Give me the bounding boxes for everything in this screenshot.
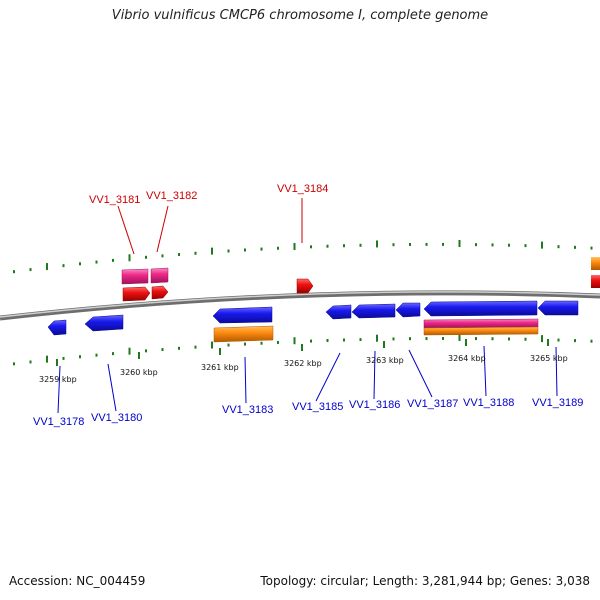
label-vv1-3187[interactable]: VV1_3187 — [407, 398, 458, 410]
gene-vv1-3182-red[interactable] — [151, 285, 169, 300]
scale-label-3263: 3263 kbp — [366, 356, 404, 365]
gene-vv1-3181-red[interactable] — [122, 286, 151, 302]
scale-label-3259: 3259 kbp — [39, 375, 77, 384]
gene-vv1-3185[interactable] — [325, 304, 352, 320]
scale-label-3260: 3260 kbp — [120, 368, 158, 377]
leader-vv1-3189 — [555, 346, 558, 397]
backbone-highlight — [0, 291, 600, 318]
leader-vv1-3182 — [156, 205, 169, 253]
scale-label-3265: 3265 kbp — [530, 354, 568, 363]
gene-vv1-3187[interactable] — [395, 302, 421, 318]
label-vv1-3184[interactable]: VV1_3184 — [277, 183, 328, 195]
label-vv1-3185[interactable]: VV1_3185 — [292, 401, 343, 413]
leader-vv1-3183 — [244, 356, 247, 404]
scale-label-3264: 3264 kbp — [448, 354, 486, 363]
leader-vv1-3178 — [57, 365, 61, 414]
label-vv1-3181[interactable]: VV1_3181 — [89, 194, 140, 206]
leader-vv1-3188 — [483, 345, 487, 397]
gene-vv1-3186[interactable] — [351, 303, 396, 319]
label-vv1-3183[interactable]: VV1_3183 — [222, 404, 273, 416]
label-vv1-3189[interactable]: VV1_3189 — [532, 397, 583, 409]
map-title: Vibrio vulnificus CMCP6 chromosome I, co… — [111, 8, 489, 23]
label-vv1-3178[interactable]: VV1_3178 — [33, 416, 84, 428]
accession-text: Accession: NC_004459 — [9, 574, 146, 588]
gene-vv1-3183-blue[interactable] — [212, 306, 273, 324]
gene-vv1-3178[interactable] — [47, 319, 67, 336]
leader-vv1-3181 — [117, 205, 135, 255]
leader-vv1-3187 — [408, 349, 433, 398]
gene-edge-orange-top[interactable] — [591, 257, 600, 270]
genome-summary-text: Topology: circular; Length: 3,281,944 bp… — [260, 574, 590, 588]
scale-track — [56, 339, 549, 366]
label-vv1-3180[interactable]: VV1_3180 — [91, 412, 142, 424]
gene-vv1-3182-pink[interactable] — [150, 267, 169, 284]
gene-vv1-3184-red[interactable] — [296, 278, 314, 294]
leader-vv1-3180 — [107, 363, 117, 412]
scale-label-3262: 3262 kbp — [284, 359, 322, 368]
gene-vv1-3181-pink[interactable] — [121, 268, 149, 285]
gene-vv1-3188-blue[interactable] — [423, 300, 538, 317]
gene-edge-red-top[interactable] — [591, 275, 600, 288]
gc-track-top — [13, 239, 593, 274]
gene-track — [47, 257, 600, 343]
gene-vv1-3180[interactable] — [84, 314, 124, 332]
gene-vv1-3189[interactable] — [537, 300, 579, 316]
callout-lines — [57, 198, 558, 414]
label-vv1-3188[interactable]: VV1_3188 — [463, 397, 514, 409]
gc-track-bottom — [13, 334, 593, 366]
gene-vv1-3188-pink[interactable] — [423, 318, 539, 329]
leader-vv1-3185 — [315, 352, 341, 402]
label-vv1-3186[interactable]: VV1_3186 — [349, 399, 400, 411]
label-vv1-3182[interactable]: VV1_3182 — [146, 190, 197, 202]
chromosome-backbone — [0, 290, 600, 321]
leader-vv1-3186 — [373, 350, 376, 400]
gene-vv1-3183-orange[interactable] — [213, 325, 274, 343]
scale-label-3261: 3261 kbp — [201, 363, 239, 372]
gene-vv1-3188-orange[interactable] — [423, 326, 539, 336]
